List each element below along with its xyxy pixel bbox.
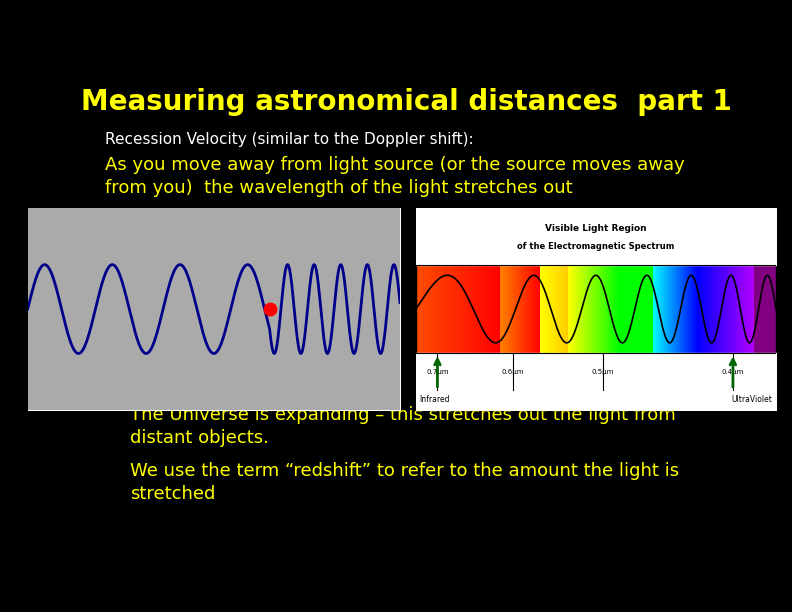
Text: Measuring astronomical distances  part 1: Measuring astronomical distances part 1 bbox=[81, 88, 731, 116]
Ellipse shape bbox=[73, 212, 466, 406]
Text: UltraViolet: UltraViolet bbox=[732, 395, 772, 405]
Text: Infrared: Infrared bbox=[420, 395, 450, 405]
Text: 0.5μm: 0.5μm bbox=[592, 368, 615, 375]
Text: As you move away from light source (or the source moves away
from you)  the wave: As you move away from light source (or t… bbox=[105, 156, 685, 197]
Ellipse shape bbox=[122, 236, 417, 382]
Ellipse shape bbox=[24, 188, 516, 430]
Text: 0.7μm: 0.7μm bbox=[426, 368, 449, 375]
Text: of the Electromagnetic Spectrum: of the Electromagnetic Spectrum bbox=[517, 242, 675, 251]
Ellipse shape bbox=[220, 285, 319, 334]
Text: We use the term “redshift” to refer to the amount the light is
stretched: We use the term “redshift” to refer to t… bbox=[130, 462, 679, 503]
Text: 0.4μm: 0.4μm bbox=[722, 368, 744, 375]
Ellipse shape bbox=[171, 261, 368, 357]
Text: Recession Velocity (similar to the Doppler shift):: Recession Velocity (similar to the Doppl… bbox=[105, 132, 474, 147]
Ellipse shape bbox=[0, 163, 565, 455]
Text: The Universe is expanding – this stretches out the light from
distant objects.: The Universe is expanding – this stretch… bbox=[130, 406, 676, 447]
Ellipse shape bbox=[0, 140, 614, 479]
Text: 0.6μm: 0.6μm bbox=[502, 368, 524, 375]
Text: Visible Light Region: Visible Light Region bbox=[545, 224, 647, 233]
Ellipse shape bbox=[0, 115, 663, 503]
Ellipse shape bbox=[0, 91, 712, 527]
